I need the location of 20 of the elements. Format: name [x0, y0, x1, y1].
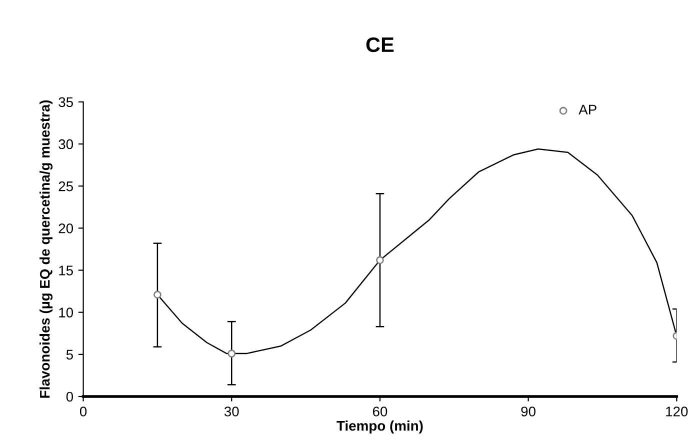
- legend-label: AP: [578, 104, 596, 114]
- x-tick-label: 60: [372, 406, 388, 416]
- point: [228, 350, 236, 358]
- y-tick-label: 30: [58, 139, 74, 150]
- y-tick-label: 15: [59, 266, 73, 276]
- point: [376, 256, 384, 264]
- x-tick-label: 120: [666, 406, 688, 416]
- chart-title: CE: [366, 37, 394, 52]
- y-tick-label: 5: [66, 350, 73, 360]
- y-axis-title: Flavonoides (µg EQ de quercetina/g muestra): [40, 100, 53, 398]
- point: [154, 290, 162, 299]
- x-tick-label: 30: [224, 406, 239, 416]
- y-tick-label: 0: [66, 392, 74, 402]
- y-tick-label: 10: [59, 308, 74, 318]
- x-tick-label: 90: [521, 406, 536, 416]
- x-tick-label: 0: [80, 406, 87, 416]
- y-tick-label: 25: [58, 181, 73, 192]
- y-tick-label: 20: [58, 223, 74, 234]
- x-axis-title: Tiempo (min): [336, 420, 423, 434]
- y-tick-label: 35: [58, 97, 73, 108]
